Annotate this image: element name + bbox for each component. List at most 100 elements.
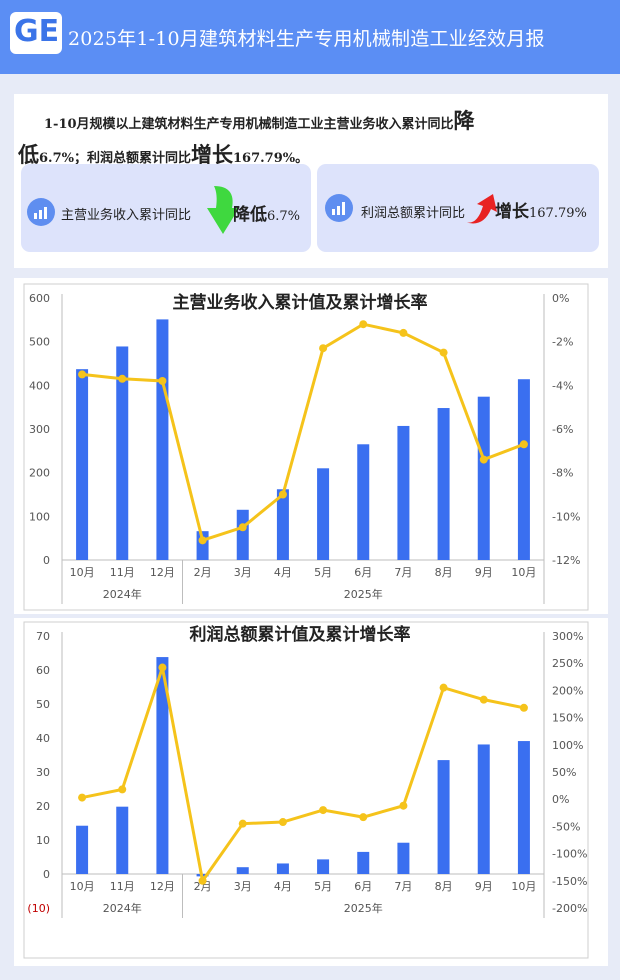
y-left-tick-label: 0: [43, 554, 50, 567]
growth-rate-point: [238, 819, 247, 828]
chart-frame: [23, 621, 589, 959]
chart-frame: [23, 283, 589, 611]
y-right-tick-label: 200%: [552, 684, 583, 697]
y-right-tick-label: -100%: [552, 848, 587, 861]
y-left-tick-label: 500: [29, 336, 50, 349]
y-left-tick-label: 60: [36, 664, 50, 677]
growth-rate-point: [479, 695, 488, 704]
y-left-tick-label: 300: [29, 423, 50, 436]
bar: [76, 369, 89, 560]
bar: [317, 468, 330, 560]
y-right-tick-label: -8%: [552, 467, 573, 480]
y-left-tick-label: 30: [36, 766, 50, 779]
y-right-tick-label: 250%: [552, 657, 583, 670]
chart-title: 利润总额累计值及累计增长率: [190, 624, 411, 645]
growth-rate-point: [519, 703, 528, 712]
bar: [156, 657, 169, 874]
revenue-stat-box: 主营业务收入累计同比 降低6.7%: [21, 164, 311, 252]
growth-rate-point: [319, 806, 328, 815]
growth-rate-point: [78, 793, 87, 802]
group-label: 2024年: [103, 901, 142, 915]
revenue-stat-direction: 降低: [233, 205, 267, 225]
revenue-stat-label: 主营业务收入累计同比: [61, 208, 192, 223]
x-tick-label: 8月: [435, 566, 453, 579]
x-tick-label: 9月: [475, 566, 493, 579]
growth-rate-point: [158, 376, 167, 385]
summary-text: 1-10月规模以上建筑材料生产专用机械制造工业主营业务收入累计同比降 低6.7%…: [18, 106, 598, 174]
y-right-tick-label: 0%: [552, 292, 569, 305]
growth-rate-point: [238, 523, 247, 532]
bar: [357, 851, 370, 874]
profit-stat-number: 167.79%: [529, 206, 587, 221]
growth-rate-point: [519, 440, 528, 449]
profit-stat-box: 利润总额累计同比 增长167.79%: [317, 164, 599, 252]
bar: [156, 319, 169, 560]
x-tick-label: 2月: [194, 880, 212, 893]
growth-rate-point: [319, 344, 328, 353]
y-left-tick-label: 600: [29, 292, 50, 305]
x-tick-label: 7月: [394, 880, 412, 893]
y-right-tick-label: -10%: [552, 510, 580, 523]
y-left-tick-label: 100: [29, 510, 50, 523]
down-arrow-icon: [207, 186, 239, 234]
chart-title: 主营业务收入累计值及累计增长率: [173, 292, 428, 313]
growth-rate-point: [278, 818, 287, 827]
profit-chart-card: (10) 0 10 20 30 40 50 60 70 -200% -150% -100% -50% 0%…: [14, 618, 608, 966]
bar: [357, 444, 370, 560]
x-tick-label: 6月: [354, 566, 372, 579]
x-tick-label: 7月: [394, 566, 412, 579]
y-left-tick-label: 10: [36, 834, 50, 847]
growth-rate-point: [399, 801, 408, 810]
y-left-tick-label: 40: [36, 732, 50, 745]
x-tick-label: 12月: [150, 566, 175, 579]
y-left-tick-label: 400: [29, 379, 50, 392]
y-right-tick-label: -2%: [552, 336, 573, 349]
x-tick-label: 10月: [511, 566, 536, 579]
bar: [276, 863, 289, 874]
bar: [116, 806, 129, 874]
y-right-tick-label: 50%: [552, 766, 576, 779]
growth-rate-point: [118, 374, 127, 383]
y-right-tick-label: -4%: [552, 379, 573, 392]
bar: [317, 859, 330, 874]
bar: [76, 825, 89, 874]
profit-stat-value: 增长167.79%: [495, 197, 587, 222]
bar: [437, 408, 450, 560]
summary-big2: 增长: [190, 142, 233, 167]
revenue-chart-card: 0 100 200 300 400 500 600 -12% -10% -8% -6% -4% -2% 0…: [14, 278, 608, 614]
y-right-tick-label: -50%: [552, 820, 580, 833]
group-label: 2025年: [344, 587, 383, 601]
summary-big1b: 低: [18, 142, 39, 167]
y-right-tick-label: -6%: [552, 423, 573, 436]
revenue-chart: 0 100 200 300 400 500 600 -12% -10% -8% -6% -4% -2% 0…: [23, 283, 589, 611]
y-right-tick-label: 300%: [552, 630, 583, 643]
x-tick-label: 12月: [150, 880, 175, 893]
growth-rate-point: [78, 370, 87, 379]
x-tick-label: 2月: [194, 566, 212, 579]
bar: [477, 744, 490, 874]
bar: [477, 396, 490, 560]
profit-stat-direction: 增长: [495, 202, 529, 222]
x-tick-label: 4月: [274, 880, 292, 893]
y-left-tick-label: 200: [29, 467, 50, 480]
x-tick-label: 10月: [70, 880, 95, 893]
growth-rate-point: [439, 348, 448, 357]
summary-part2: 6.7%；利润总额累计同比: [39, 151, 191, 166]
growth-rate-point: [439, 683, 448, 692]
group-label: 2025年: [344, 901, 383, 915]
trend-chart-icon: [325, 194, 353, 222]
growth-rate-point: [479, 455, 488, 464]
up-arrow-icon: [465, 194, 497, 224]
revenue-stat-value: 降低6.7%: [233, 200, 300, 225]
y-right-tick-label: -200%: [552, 902, 587, 915]
x-tick-label: 5月: [314, 880, 332, 893]
group-label: 2024年: [103, 587, 142, 601]
y-right-tick-label: 0%: [552, 793, 569, 806]
growth-rate-point: [198, 536, 207, 545]
summary-part3: 167.79%。: [232, 151, 309, 166]
y-left-tick-label: 50: [36, 698, 50, 711]
summary-part1: 1-10月规模以上建筑材料生产专用机械制造工业主营业务收入累计同比: [44, 117, 454, 132]
page-title: 2025年1-10月建筑材料生产专用机械制造工业经效月报: [68, 28, 545, 50]
x-tick-label: 11月: [110, 566, 135, 579]
y-right-tick-label: -150%: [552, 875, 587, 888]
